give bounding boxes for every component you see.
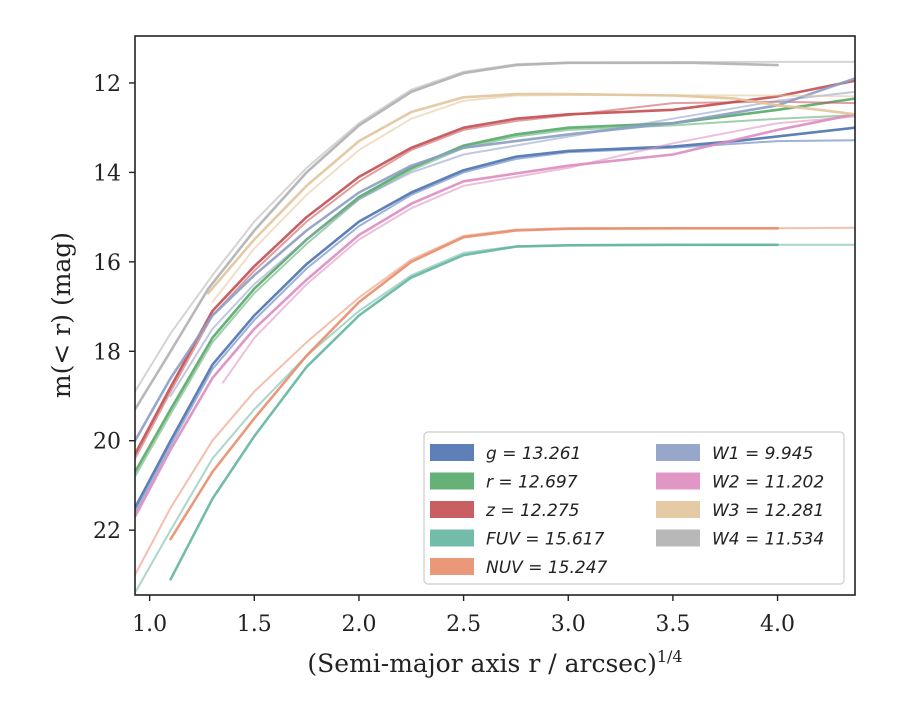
legend-swatch-fuv xyxy=(430,529,474,547)
legend-label-fuv: FUV = 15.617 xyxy=(486,530,605,550)
x-tick-label: 1.5 xyxy=(237,612,272,637)
series-line-r-2 xyxy=(135,114,855,478)
y-tick-label: 12 xyxy=(93,72,121,97)
series-line-fuv-2 xyxy=(135,243,855,594)
series-line-w1-1 xyxy=(135,77,855,442)
series-line-g-1 xyxy=(135,126,855,510)
legend-label-g: g = 13.261 xyxy=(486,444,581,464)
legend: g = 13.261 r = 12.697 z = 12.275 FUV = 15.6… xyxy=(423,431,845,585)
y-tick-label: 18 xyxy=(93,340,121,365)
y-axis-ticks: 12 14 16 18 20 22 xyxy=(93,72,135,544)
series-line-w3-2 xyxy=(211,94,855,304)
x-axis-label-exponent: 1/4 xyxy=(657,647,683,666)
x-tick-label: 2.5 xyxy=(446,612,481,637)
legend-label-r: r = 12.697 xyxy=(486,473,578,493)
series-line-w4-2 xyxy=(135,60,855,393)
legend-label-w1: W1 = 9.945 xyxy=(712,444,813,464)
series-line-z-1 xyxy=(135,79,855,456)
legend-swatch-w1 xyxy=(656,444,700,461)
x-tick-label: 2.0 xyxy=(341,612,376,637)
series-layer xyxy=(135,60,855,594)
y-tick-label: 20 xyxy=(93,430,121,455)
x-axis-label: (Semi-major axis r / arcsec)1/4 xyxy=(307,647,682,678)
x-tick-label: 3.5 xyxy=(655,612,690,637)
legend-swatch-w2 xyxy=(656,472,700,490)
x-axis-ticks: 1.0 1.5 2.0 2.5 3.0 3.5 4.0 xyxy=(132,595,795,637)
x-tick-label: 1.0 xyxy=(132,612,167,637)
x-tick-label: 4.0 xyxy=(760,612,795,637)
x-tick-label: 3.0 xyxy=(551,612,586,637)
legend-label-w4: W4 = 11.534 xyxy=(712,530,824,550)
x-axis-label-text: (Semi-major axis r / arcsec) xyxy=(307,649,656,678)
legend-swatch-z xyxy=(430,501,474,518)
legend-label-nuv: NUV = 15.247 xyxy=(486,558,608,578)
legend-swatch-r xyxy=(430,472,474,490)
legend-label-w3: W3 = 12.281 xyxy=(712,501,824,521)
series-line-w3-1 xyxy=(207,92,855,295)
series-line-g-2 xyxy=(135,139,855,514)
legend-swatch-g xyxy=(430,444,474,461)
series-line-w2-1 xyxy=(135,113,855,518)
plot-frame xyxy=(134,35,856,596)
series-line-w2-2 xyxy=(221,115,855,384)
series-line-nuv-2 xyxy=(135,226,855,576)
y-axis-label: m(< r) (mag) xyxy=(47,232,76,398)
legend-swatch-w4 xyxy=(656,529,700,547)
legend-label-z: z = 12.275 xyxy=(485,501,579,521)
y-tick-label: 22 xyxy=(93,519,121,544)
series-line-w1-2 xyxy=(169,90,855,397)
y-tick-label: 14 xyxy=(93,161,121,186)
legend-swatch-nuv xyxy=(430,558,474,575)
legend-label-w2: W2 = 11.202 xyxy=(712,473,824,493)
y-tick-label: 16 xyxy=(93,251,121,276)
legend-swatch-w3 xyxy=(656,501,700,518)
legend-box xyxy=(423,431,845,585)
